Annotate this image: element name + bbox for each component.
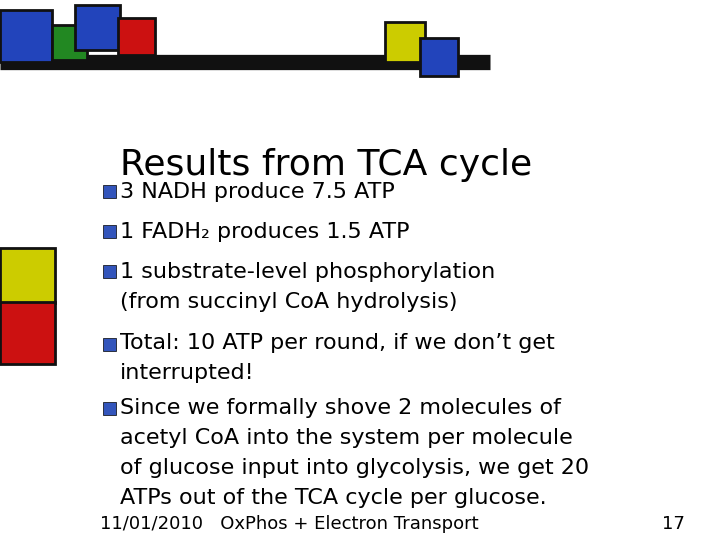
Text: 17: 17 — [662, 515, 685, 533]
Text: acetyl CoA into the system per molecule: acetyl CoA into the system per molecule — [120, 428, 572, 448]
Bar — [0, 248, 55, 303]
Bar — [0, 10, 52, 62]
Text: Results from TCA cycle: Results from TCA cycle — [120, 148, 532, 182]
Text: 1 FADH₂ produces 1.5 ATP: 1 FADH₂ produces 1.5 ATP — [120, 222, 410, 242]
Text: 3 NADH produce 7.5 ATP: 3 NADH produce 7.5 ATP — [120, 182, 395, 202]
Bar — [103, 225, 116, 238]
Text: of glucose input into glycolysis, we get 20: of glucose input into glycolysis, we get… — [120, 458, 589, 478]
Text: (from succinyl CoA hydrolysis): (from succinyl CoA hydrolysis) — [120, 292, 457, 312]
Bar — [385, 22, 425, 62]
Bar — [103, 402, 116, 415]
Bar — [103, 265, 116, 278]
Text: Since we formally shove 2 molecules of: Since we formally shove 2 molecules of — [120, 398, 561, 418]
Bar — [103, 185, 116, 198]
Text: interrupted!: interrupted! — [120, 363, 255, 383]
Text: Total: 10 ATP per round, if we don’t get: Total: 10 ATP per round, if we don’t get — [120, 333, 554, 353]
Bar — [118, 18, 155, 55]
Text: 1 substrate-level phosphorylation: 1 substrate-level phosphorylation — [120, 262, 495, 282]
Bar — [75, 5, 120, 50]
Bar — [420, 38, 458, 76]
Bar — [0, 302, 55, 364]
Text: 11/01/2010   OxPhos + Electron Transport: 11/01/2010 OxPhos + Electron Transport — [100, 515, 479, 533]
Text: ATPs out of the TCA cycle per glucose.: ATPs out of the TCA cycle per glucose. — [120, 488, 546, 508]
Bar — [103, 338, 116, 351]
Bar — [52, 25, 87, 60]
